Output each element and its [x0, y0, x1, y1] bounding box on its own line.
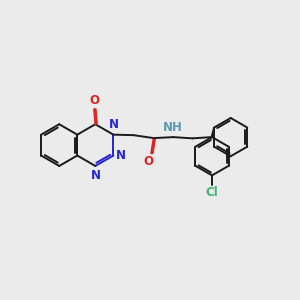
Text: O: O	[89, 94, 99, 107]
Text: N: N	[116, 149, 126, 162]
Text: N: N	[109, 118, 119, 131]
Text: O: O	[143, 154, 153, 167]
Text: NH: NH	[163, 121, 183, 134]
Text: Cl: Cl	[206, 186, 218, 199]
Text: N: N	[91, 169, 101, 182]
